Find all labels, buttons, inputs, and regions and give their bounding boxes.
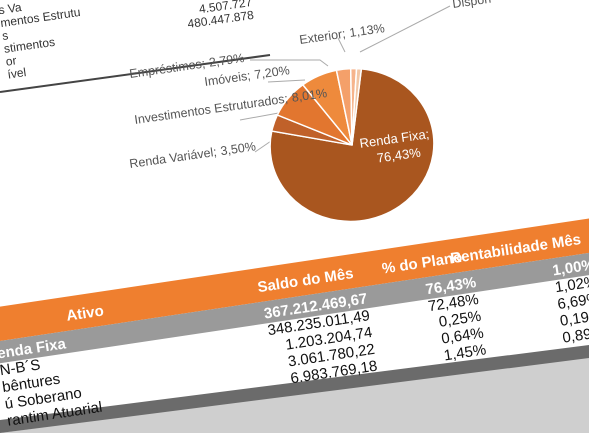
slice-name: Imóveis;	[203, 69, 251, 89]
table-cell: 1,00%	[551, 256, 589, 279]
table-cell: 0,64%	[440, 324, 485, 347]
table-cell: 0,19%	[559, 307, 589, 330]
table-cell: 0,89%	[561, 324, 589, 347]
pie-slice	[351, 67, 363, 146]
leader	[337, 37, 346, 53]
slice-label: Dispon	[451, 0, 492, 11]
table-cell: 0,25%	[438, 308, 483, 331]
slice-name: Exterior;	[298, 27, 346, 47]
slice-value: 8,01%	[291, 86, 328, 105]
slice-value: 2,79%	[208, 51, 245, 70]
group-band	[0, 249, 589, 366]
leader	[359, 5, 451, 53]
row-label: s Va	[0, 0, 23, 17]
slice-label: Imóveis; 7,20%	[203, 63, 290, 89]
screen-edge	[0, 345, 589, 433]
pie	[269, 67, 435, 223]
slice-label: Exterior; 1,13%	[298, 21, 385, 47]
slice-value: 76,43%	[376, 145, 422, 166]
slice-value: 1,13%	[349, 21, 386, 40]
rule	[0, 54, 271, 93]
row-label: s	[1, 28, 9, 43]
header-band	[0, 215, 589, 345]
table-cell: N-B´S	[0, 356, 41, 379]
leader	[250, 59, 329, 67]
leader	[267, 79, 306, 83]
column-header: Ativo	[65, 302, 105, 324]
row-label: or	[5, 53, 18, 68]
row-label: ível	[7, 65, 27, 81]
slice-name: Dispon	[451, 0, 492, 11]
table-cell: 6,69%	[556, 290, 589, 313]
table-cell: 1,02%	[554, 273, 589, 296]
slice-value: 3,50%	[220, 139, 257, 158]
table-cell: 1,45%	[443, 341, 488, 364]
slice-value: 7,20%	[254, 63, 291, 82]
